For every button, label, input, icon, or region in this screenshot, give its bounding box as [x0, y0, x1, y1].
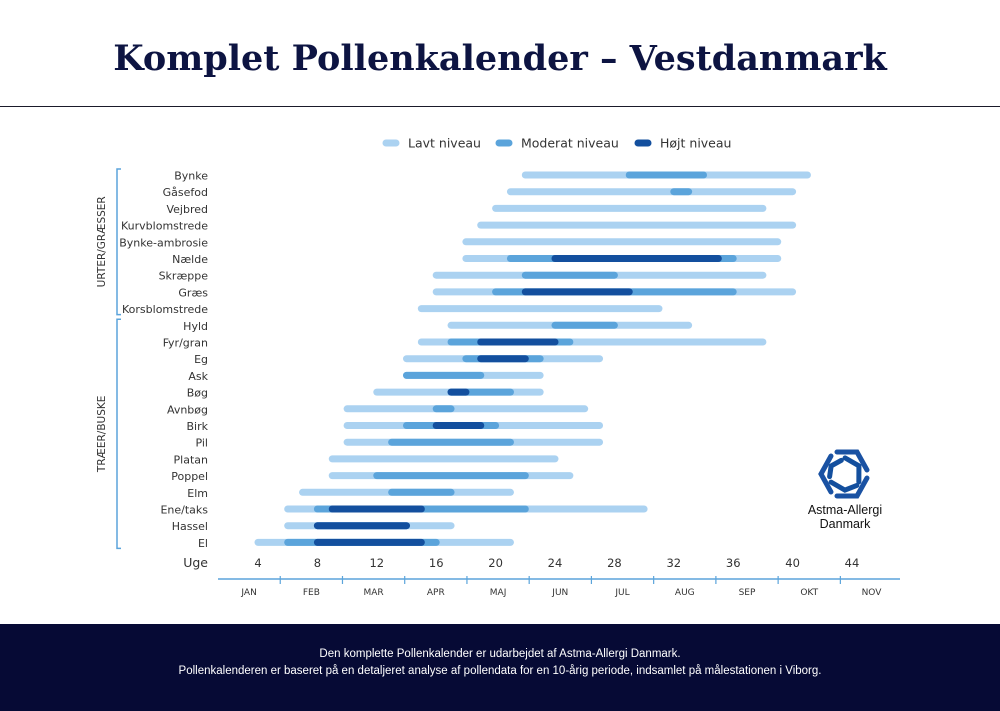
x-tick-label: 32 — [666, 556, 681, 570]
legend-label-low: Lavt niveau — [408, 136, 481, 151]
month-label: JUN — [551, 588, 568, 598]
group-bracket — [116, 168, 121, 316]
pollen-calendar-chart: Lavt niveau Moderat niveau Højt niveau Bynk… — [96, 136, 900, 598]
month-label: FEB — [303, 588, 320, 598]
title-area: Komplet Pollenkalender – Vestdanmark — [0, 0, 1000, 107]
footer-line-2: Pollenkalenderen er baseret på en detalj… — [178, 665, 822, 677]
month-label: MAJ — [490, 588, 507, 598]
logo-emblem-icon — [818, 449, 870, 499]
month-label: OKT — [800, 588, 818, 598]
month-label: APR — [427, 588, 445, 598]
row-label: Kurvblomstrede — [121, 220, 208, 233]
x-tick-label: 36 — [726, 556, 741, 570]
astma-allergi-logo: Astma-Allergi Danmark — [778, 446, 912, 536]
row-label: Vejbred — [166, 203, 208, 216]
legend-label-high: Højt niveau — [660, 136, 731, 151]
logo-wordmark: Astma-Allergi Danmark — [778, 503, 912, 531]
x-tick-label: 12 — [369, 556, 384, 570]
x-tick-label: 24 — [548, 556, 563, 570]
row-label: Nælde — [172, 253, 208, 266]
group-label: URTER/GRÆSSER — [96, 196, 108, 287]
group-label: TRÆER/BUSKE — [96, 396, 108, 473]
x-tick-label: 8 — [314, 556, 321, 570]
x-tick-label: 20 — [488, 556, 503, 570]
month-label: JAN — [240, 588, 256, 598]
month-label: NOV — [862, 588, 883, 598]
legend-label-moderate: Moderat niveau — [521, 136, 619, 151]
x-tick-label: 28 — [607, 556, 622, 570]
row-label: Ene/taks — [160, 504, 208, 517]
x-tick-label: 40 — [785, 556, 800, 570]
footer: Den komplette Pollenkalender er udarbejd… — [0, 624, 1000, 711]
row-label: Hassel — [172, 520, 208, 533]
logo-line-2: Danmark — [819, 517, 871, 531]
row-label: Pil — [195, 437, 208, 450]
row-label: El — [198, 537, 208, 550]
x-tick-label: 44 — [845, 556, 860, 570]
x-tick-label: 4 — [254, 556, 261, 570]
row-label: Hyld — [183, 320, 208, 333]
month-label: JUL — [614, 588, 629, 598]
row-label: Græs — [178, 286, 208, 299]
group-bracket — [116, 318, 121, 550]
month-label: SEP — [739, 588, 756, 598]
row-label: Fyr/gran — [163, 337, 208, 350]
row-label: Avnbøg — [167, 403, 208, 416]
row-label: Korsblomstrede — [122, 303, 208, 316]
row-label: Ask — [188, 370, 208, 383]
title-divider — [0, 106, 1000, 107]
month-label: MAR — [363, 588, 383, 598]
month-label: AUG — [675, 588, 695, 598]
row-label: Birk — [187, 420, 209, 433]
row-label: Elm — [187, 487, 208, 500]
row-label: Bynke-ambrosie — [119, 236, 208, 249]
row-label: Poppel — [171, 470, 208, 483]
row-label: Eg — [194, 353, 208, 366]
row-label: Bynke — [174, 170, 208, 183]
x-tick-label: 16 — [429, 556, 444, 570]
row-label: Bøg — [187, 387, 208, 400]
row-label: Platan — [174, 453, 208, 466]
footer-line-1: Den komplette Pollenkalender er udarbejd… — [319, 648, 681, 660]
x-axis-title: Uge — [183, 555, 208, 570]
logo-line-1: Astma-Allergi — [807, 503, 883, 517]
page-title: Komplet Pollenkalender – Vestdanmark — [113, 38, 887, 79]
row-label: Gåsefod — [163, 186, 208, 199]
row-label: Skræppe — [159, 270, 209, 283]
